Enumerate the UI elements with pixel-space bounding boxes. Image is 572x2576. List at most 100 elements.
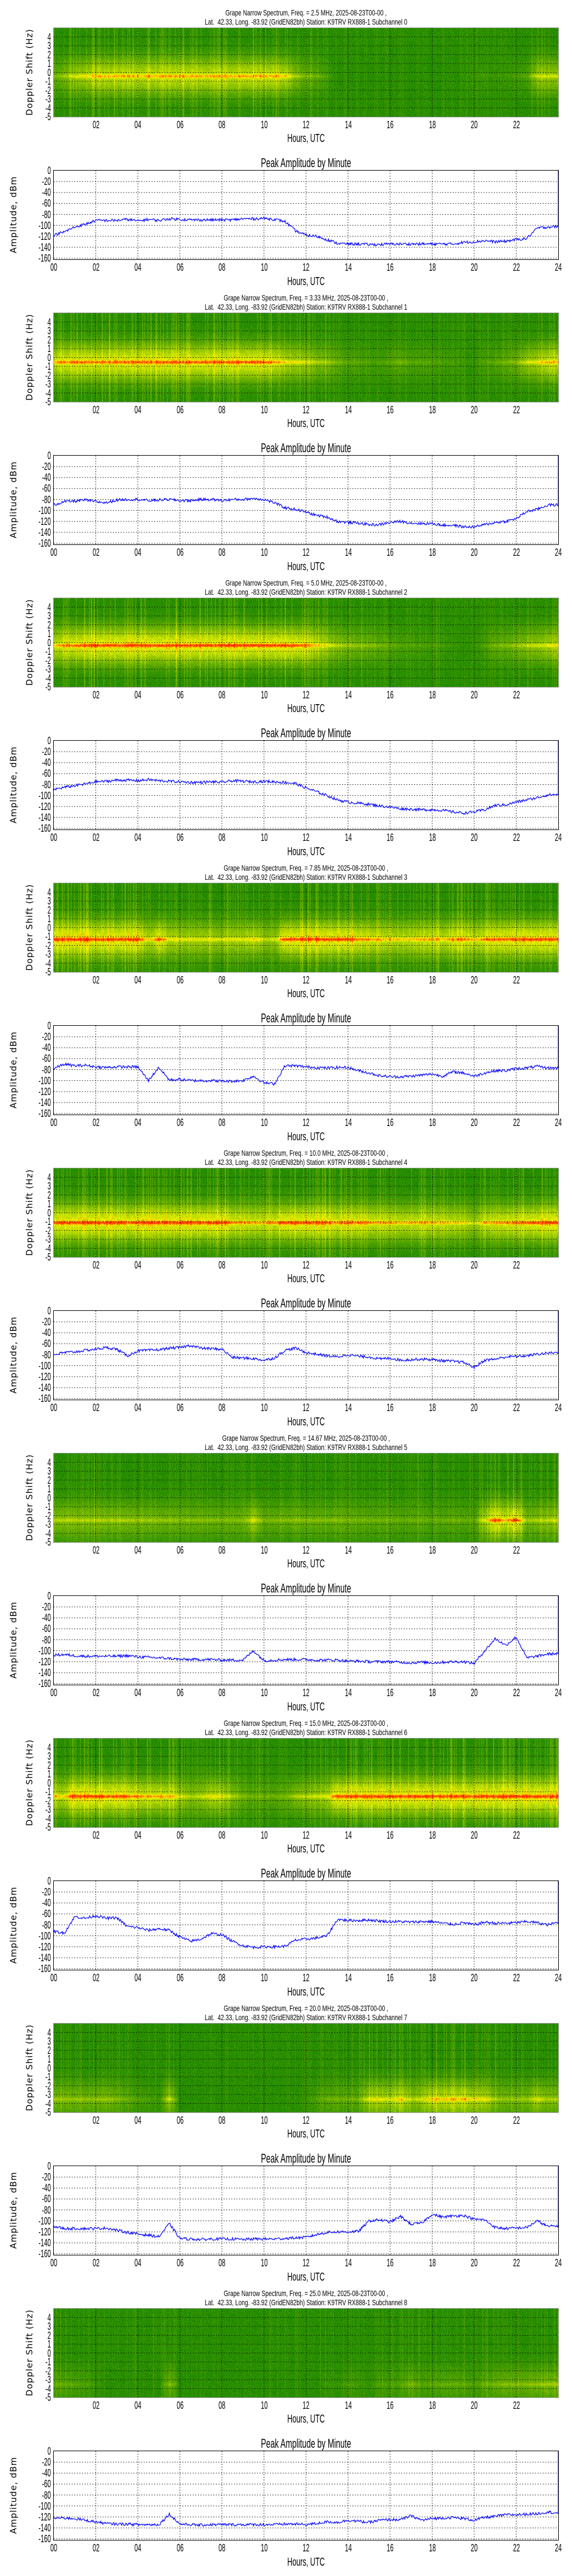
y-tick-label: -3: [45, 1234, 51, 1245]
x-tick-label: 02: [92, 1830, 100, 1841]
x-tick-label: 24: [554, 1972, 562, 1984]
amplitude-plot: [53, 741, 559, 829]
x-tick-label: 06: [176, 689, 184, 701]
x-tick-label: 02: [92, 1259, 100, 1271]
y-tick-label: 4: [47, 2312, 51, 2324]
x-tick-label: 00: [50, 1687, 58, 1698]
x-tick-label: 08: [218, 262, 226, 273]
y-tick-label: 0: [47, 351, 51, 364]
y-tick-label: -1: [45, 646, 51, 657]
amplitude-x-axis-label: Hours, UTC: [287, 1986, 325, 1998]
spectrogram-subtitle: Lat. 42.33, Long. -83.92 (GridEN82bh) St…: [205, 17, 407, 26]
x-tick-label: 20: [470, 2542, 478, 2554]
y-tick-label: -3: [45, 93, 51, 105]
x-tick-label: 08: [218, 2542, 226, 2554]
amplitude-chart-title: Peak Amplitude by Minute: [261, 726, 351, 740]
spectrogram-grid: [54, 598, 558, 687]
y-tick-label: -140: [38, 1951, 51, 1963]
spectrogram-subtitle: Lat. 42.33, Long. -83.92 (GridEN82bh) St…: [205, 587, 407, 596]
y-tick-label: 3: [47, 2036, 51, 2047]
amplitude-x-axis-label: Hours, UTC: [287, 560, 325, 573]
x-tick-label: 22: [513, 547, 520, 558]
y-tick-label: 2: [47, 1474, 51, 1486]
x-tick-label: 08: [218, 974, 226, 986]
y-tick-label: -120: [38, 1370, 51, 1382]
y-tick-label: -120: [38, 1941, 51, 1953]
spectrogram-y-axis-label: Doppler Shift (Hz): [24, 884, 35, 971]
y-tick-label: -2: [45, 84, 51, 96]
spectrogram-x-axis-label: Hours, UTC: [287, 987, 325, 1000]
x-tick-label: 16: [386, 2115, 394, 2126]
y-tick-label: -60: [42, 2478, 51, 2490]
x-tick-label: 12: [302, 1544, 310, 1556]
y-tick-label: -3: [45, 2374, 51, 2385]
x-tick-label: 08: [218, 1544, 226, 1556]
x-tick-label: 20: [470, 404, 478, 416]
x-tick-label: 20: [470, 2257, 478, 2269]
spectrogram-frame: [53, 1453, 559, 1543]
x-tick-label: 04: [134, 1972, 142, 1984]
x-tick-label: 02: [92, 547, 100, 558]
x-tick-label: 24: [554, 547, 562, 558]
x-tick-label: 22: [513, 119, 520, 131]
amplitude-plot: [53, 2451, 559, 2540]
x-tick-label: 22: [513, 1402, 520, 1413]
x-tick-label: 00: [50, 2542, 58, 2554]
spectrogram-x-axis-label: Hours, UTC: [287, 1843, 325, 1855]
y-tick-label: -160: [38, 252, 51, 264]
y-tick-label: -80: [42, 208, 51, 220]
y-tick-label: 0: [47, 1590, 51, 1602]
x-tick-label: 24: [554, 262, 562, 273]
x-tick-label: 02: [92, 832, 100, 843]
x-tick-label: 22: [513, 1544, 520, 1556]
y-tick-label: -5: [45, 2107, 51, 2118]
x-tick-label: 04: [134, 2542, 142, 2554]
spectrogram-title: Grape Narrow Spectrum, Freq. = 10.0 MHz,…: [224, 1148, 388, 1157]
x-tick-label: 06: [176, 2542, 184, 2554]
y-tick-label: -140: [38, 1381, 51, 1393]
x-tick-label: 06: [176, 974, 184, 986]
y-tick-label: -5: [45, 1536, 51, 1548]
x-tick-label: 20: [470, 2400, 478, 2411]
y-tick-label: -1: [45, 76, 51, 87]
spectrogram-subtitle: Lat. 42.33, Long. -83.92 (GridEN82bh) St…: [205, 872, 407, 882]
y-tick-label: -5: [45, 1251, 51, 1263]
y-tick-label: -120: [38, 2511, 51, 2523]
x-tick-label: 02: [92, 404, 100, 416]
amplitude-chart-frame: [53, 1595, 559, 1685]
x-tick-label: 14: [344, 1259, 352, 1271]
x-tick-label: 12: [302, 1402, 310, 1413]
y-tick-label: -100: [38, 2215, 51, 2227]
x-tick-label: 12: [302, 1972, 310, 1984]
x-tick-label: 04: [134, 119, 142, 131]
x-tick-label: 10: [260, 2542, 268, 2554]
x-tick-label: 10: [260, 262, 268, 273]
x-tick-label: 06: [176, 1117, 184, 1128]
x-tick-label: 10: [260, 1544, 268, 1556]
x-tick-label: 22: [513, 1687, 520, 1698]
x-tick-label: 18: [428, 1117, 436, 1128]
y-tick-label: 3: [47, 2321, 51, 2332]
spectrogram-title: Grape Narrow Spectrum, Freq. = 2.5 MHz, …: [225, 8, 387, 17]
y-tick-label: -120: [38, 1085, 51, 1097]
y-tick-label: 4: [47, 316, 51, 328]
y-tick-label: 2: [47, 904, 51, 916]
x-tick-label: 16: [386, 2542, 394, 2554]
x-tick-label: 06: [176, 119, 184, 131]
x-tick-label: 16: [386, 1117, 394, 1128]
x-tick-label: 04: [134, 1687, 142, 1698]
x-tick-label: 14: [344, 1687, 352, 1698]
y-tick-label: -4: [45, 2097, 51, 2109]
x-tick-label: 14: [344, 547, 352, 558]
x-tick-label: 04: [134, 2257, 142, 2269]
y-tick-label: -140: [38, 1666, 51, 1678]
x-tick-label: 22: [513, 1259, 520, 1271]
x-tick-label: 22: [513, 1117, 520, 1128]
y-tick-label: 2: [47, 1759, 51, 1771]
spectrogram-x-axis-label: Hours, UTC: [287, 132, 325, 145]
x-tick-label: 18: [428, 2257, 436, 2269]
y-tick-label: 2: [47, 1189, 51, 1201]
x-tick-label: 22: [513, 832, 520, 843]
x-tick-label: 20: [470, 689, 478, 701]
x-tick-label: 00: [50, 1117, 58, 1128]
